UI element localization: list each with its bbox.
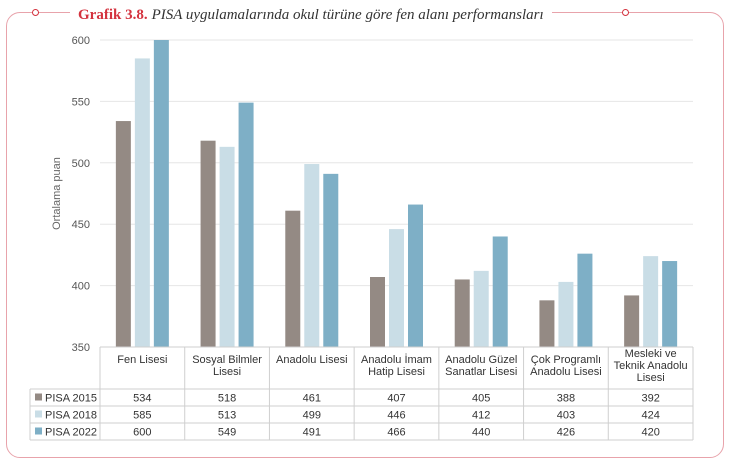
bar — [643, 256, 659, 347]
bar — [624, 295, 640, 347]
category-label: Fen Lisesi — [117, 354, 167, 366]
frame-right-dot — [622, 9, 629, 16]
data-value: 424 — [641, 410, 659, 422]
data-value: 412 — [472, 410, 490, 422]
data-value: 513 — [218, 410, 236, 422]
bar — [238, 102, 254, 348]
bar — [558, 281, 574, 347]
category-label: Mesleki ve — [625, 348, 677, 360]
category-label: Sosyal Bilmler — [192, 354, 262, 366]
bar — [577, 253, 593, 347]
bar — [473, 270, 489, 347]
data-value: 491 — [303, 427, 321, 439]
data-value: 518 — [218, 393, 236, 405]
y-tick-label: 450 — [72, 219, 90, 231]
data-value: 461 — [303, 393, 321, 405]
bar — [304, 164, 320, 347]
y-tick-label: 350 — [72, 342, 90, 354]
data-value: 446 — [387, 410, 405, 422]
category-label: Lisesi — [637, 372, 665, 384]
legend-label: PISA 2022 — [45, 427, 97, 439]
data-value: 600 — [133, 427, 151, 439]
data-value: 426 — [557, 427, 575, 439]
category-label: Anadolu Lisesi — [530, 366, 602, 378]
category-label: Lisesi — [213, 366, 241, 378]
data-value: 392 — [641, 393, 659, 405]
data-value: 534 — [133, 393, 151, 405]
bar — [219, 146, 235, 347]
category-label: Teknik Anadolu — [614, 360, 688, 372]
data-value: 440 — [472, 427, 490, 439]
bar — [134, 58, 150, 348]
legend-label: PISA 2015 — [45, 393, 97, 405]
bar — [200, 140, 216, 347]
y-tick-label: 600 — [72, 35, 90, 47]
data-value: 403 — [557, 410, 575, 422]
data-value: 466 — [387, 427, 405, 439]
bar — [408, 204, 423, 347]
y-tick-label: 500 — [72, 158, 90, 170]
category-label: Anadolu Güzel — [445, 354, 517, 366]
data-value: 499 — [303, 410, 321, 422]
category-label: Anadolu Lisesi — [276, 354, 348, 366]
bar — [492, 236, 508, 347]
y-tick-label: 400 — [72, 281, 90, 293]
legend-swatch — [35, 410, 42, 418]
bar — [389, 229, 404, 347]
category-label: Anadolu İmam — [361, 353, 432, 366]
legend-label: PISA 2018 — [45, 410, 97, 422]
category-label: Çok Programlı — [531, 354, 601, 366]
frame-left-dot — [32, 9, 39, 16]
bar — [370, 277, 385, 347]
figure-caption: PISA uygulamalarında okul türüne göre fe… — [151, 7, 544, 23]
data-value: 405 — [472, 393, 490, 405]
y-axis-label: Ortalama puan — [51, 157, 63, 230]
y-axis: 350 400 450 500 550 600 Ortalama puan — [51, 35, 90, 354]
data-value: 549 — [218, 427, 236, 439]
bar — [662, 261, 678, 347]
bar — [153, 40, 169, 347]
figure-label: Grafik 3.8. — [78, 7, 148, 23]
legend-swatch — [35, 427, 42, 435]
bar — [285, 210, 301, 347]
bar — [539, 300, 555, 347]
data-value: 420 — [641, 427, 659, 439]
bar — [323, 173, 339, 347]
bar — [115, 121, 131, 347]
bar — [454, 279, 470, 347]
category-label: Sanatlar Lisesi — [445, 366, 517, 378]
data-value: 585 — [133, 410, 151, 422]
data-value: 388 — [557, 393, 575, 405]
category-label: Hatip Lisesi — [368, 366, 425, 378]
legend-swatch — [35, 393, 42, 401]
figure-title: Grafik 3.8. PISA uygulamalarında okul tü… — [70, 4, 552, 26]
data-value: 407 — [387, 393, 405, 405]
y-tick-label: 550 — [72, 96, 90, 108]
bars — [115, 40, 678, 348]
